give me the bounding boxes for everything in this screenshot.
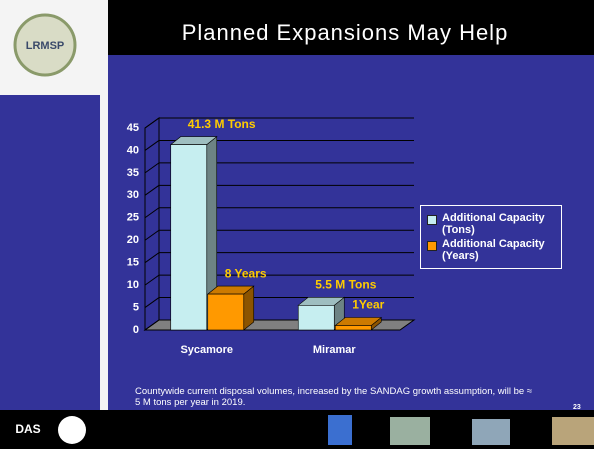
- photo: [472, 419, 510, 445]
- y-tick-label: 5: [133, 301, 139, 313]
- legend-swatch: [427, 241, 437, 251]
- bar: [207, 293, 245, 331]
- data-label: 1Year: [352, 298, 384, 312]
- grid-line: [144, 140, 160, 151]
- grid-line: [144, 162, 160, 174]
- legend: Additional Capacity (Tons) Additional Cap…: [420, 205, 562, 269]
- y-tick-label: 25: [127, 212, 139, 224]
- back-wall: [144, 117, 160, 331]
- x-tick-label: Miramar: [313, 344, 357, 356]
- grid-line: [144, 184, 160, 196]
- y-tick-label: 0: [133, 324, 139, 336]
- data-label: 8 Years: [225, 266, 267, 280]
- grid-line: [144, 117, 160, 129]
- bar: [170, 144, 208, 331]
- footer-logo: [58, 416, 86, 444]
- grid-line: [144, 319, 160, 331]
- photo: [552, 417, 594, 445]
- footer-logo-text: DAS: [15, 422, 40, 436]
- legend-label: Additional Capacity (Years): [442, 238, 545, 262]
- title-bar: [108, 0, 594, 55]
- y-tick-label: 10: [127, 279, 139, 291]
- footnote: Countywide current disposal volumes, inc…: [135, 386, 533, 408]
- grid-line: [144, 297, 160, 308]
- bar: [297, 305, 335, 331]
- page-number: 23: [573, 404, 581, 411]
- photo: [390, 417, 430, 445]
- y-tick-label: 20: [127, 234, 139, 246]
- grid-line: [144, 229, 160, 241]
- photo: [328, 415, 352, 445]
- y-tick-label: 30: [127, 189, 139, 201]
- grid-line: [144, 207, 160, 219]
- y-tick-label: 40: [127, 144, 139, 156]
- grid-line: [144, 274, 160, 286]
- legend-swatch: [427, 215, 437, 225]
- data-label: 5.5 M Tons: [315, 277, 376, 291]
- x-tick-label: Sycamore: [180, 344, 233, 356]
- y-tick-label: 45: [127, 122, 139, 134]
- logo-text: LRMSP: [26, 40, 65, 52]
- y-tick-label: 15: [127, 257, 139, 269]
- bar: [334, 325, 372, 331]
- grid-line: [144, 252, 160, 264]
- legend-label: Additional Capacity (Tons): [442, 212, 545, 236]
- data-label: 41.3 M Tons: [188, 117, 256, 131]
- chart-title: Planned Expansions May Help: [182, 20, 509, 45]
- legend-item: Additional Capacity (Years): [427, 238, 559, 262]
- side-strip: [100, 95, 108, 410]
- legend-item: Additional Capacity (Tons): [427, 212, 559, 236]
- y-tick-label: 35: [127, 167, 139, 179]
- logo: [13, 13, 77, 77]
